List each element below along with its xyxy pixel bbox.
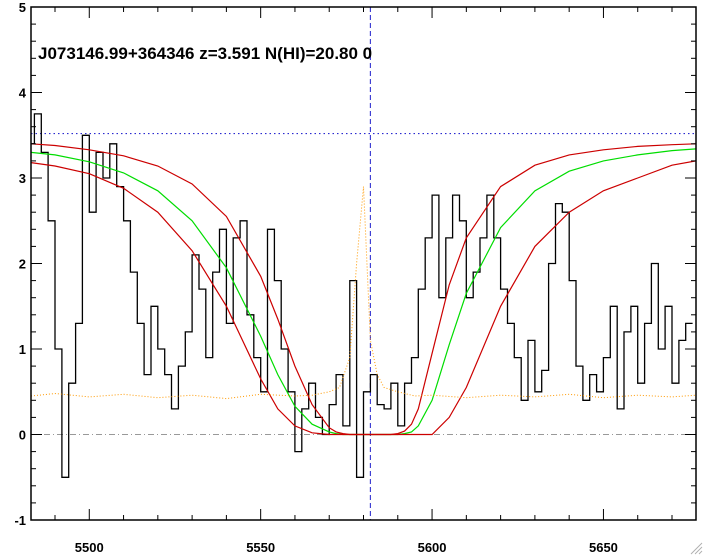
data-layer	[31, 7, 696, 520]
flux-spectrum-series	[31, 113, 693, 478]
x-tick-label: 5600	[418, 540, 447, 555]
resize-grip-icon[interactable]	[689, 541, 703, 555]
y-tick-label: 2	[19, 257, 26, 272]
y-tick-label: 1	[19, 342, 26, 357]
error-series-4	[31, 186, 696, 400]
x-tick-label: 5500	[75, 540, 104, 555]
y-tick-label: 5	[19, 0, 26, 15]
y-tick-label: 3	[19, 171, 26, 186]
y-tick-label: -1	[14, 513, 26, 528]
axis-layer: 5500 5550 5600 5650 -1 0 1 2 3 4 5	[14, 0, 697, 555]
fit_bounds-series-3	[31, 160, 696, 436]
x-tick-label: 5650	[589, 540, 618, 555]
x-tick-label: 5550	[246, 540, 275, 555]
chart-title: J073146.99+364346 z=3.591 N(HI)=20.80 0	[38, 44, 372, 63]
y-tick-label: 4	[19, 86, 27, 101]
y-tick-label: 0	[19, 428, 26, 443]
